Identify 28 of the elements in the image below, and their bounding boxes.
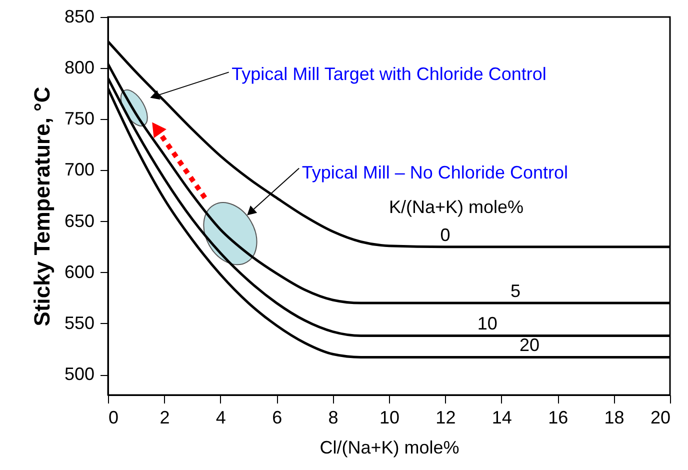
x-tick-label: 8 (328, 408, 338, 428)
y-axis-title: Sticky Temperature, °C (29, 86, 54, 326)
series-label: 5 (510, 281, 520, 302)
x-axis-title: Cl/(Na+K) mole% (320, 438, 460, 458)
x-tick-label: 0 (108, 408, 119, 428)
legend-title: K/(Na+K) mole% (389, 197, 524, 218)
y-tick-label: 700 (64, 160, 94, 180)
y-tick-label: 600 (64, 262, 94, 282)
x-tick-label: 4 (216, 408, 226, 428)
series-label: 20 (519, 335, 540, 356)
x-tick-label: 12 (436, 408, 456, 428)
x-tick-label: 2 (160, 408, 170, 428)
annotation: Typical Mill Target with Chloride Control (232, 64, 546, 84)
y-tick-label: 500 (64, 364, 94, 384)
y-tick-label: 550 (64, 312, 94, 333)
x-tick-label: 14 (492, 408, 512, 428)
x-tick-label: 16 (548, 408, 568, 428)
y-tick-label: 750 (64, 108, 94, 129)
y-tick-label: 850 (64, 6, 94, 26)
y-tick-label: 650 (64, 210, 94, 231)
x-tick-label: 6 (272, 408, 282, 428)
x-tick-label: 10 (379, 408, 400, 428)
series-label: 10 (477, 314, 498, 334)
annotation: Typical Mill – No Chloride Control (302, 162, 568, 182)
x-tick-label: 20 (650, 408, 670, 428)
series-label: 0 (440, 224, 450, 245)
x-tick-label: 18 (604, 408, 624, 428)
y-tick-label: 800 (64, 58, 94, 78)
